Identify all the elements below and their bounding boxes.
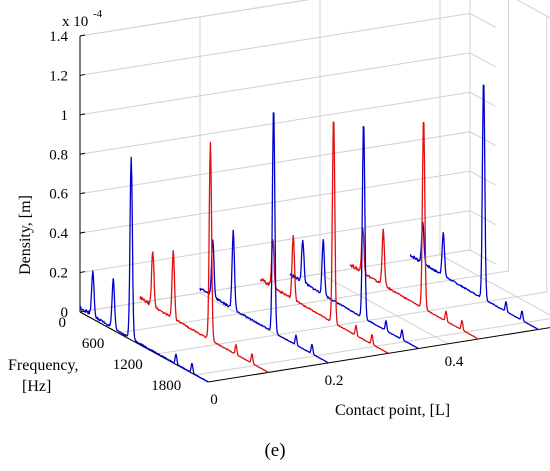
z-tick-mark — [79, 192, 86, 195]
f-gridline — [195, 318, 550, 376]
z-tick-mark — [79, 152, 86, 155]
contact-point-axis-label: Contact point, [L] — [335, 402, 450, 419]
z-gridline — [79, 0, 310, 37]
z-tick-mark — [79, 34, 86, 37]
axis-box — [79, 0, 550, 383]
z-tick-labels: 0 0.2 0.4 0.6 0.8 1 1.2 1.4 — [49, 29, 86, 321]
z-gridline — [79, 12, 496, 76]
z-tick-label: 1.4 — [49, 29, 68, 45]
z-scale-label: x 10 — [62, 14, 88, 30]
z-gridline — [79, 210, 496, 274]
c-gridline — [199, 16, 329, 364]
contact-point-tick-labels: 00.20.40.6 — [210, 354, 464, 408]
series-line — [289, 125, 419, 349]
z-tick-label: 0.2 — [49, 266, 68, 282]
series-line — [199, 112, 329, 364]
series-line — [409, 84, 539, 330]
contact-point-tick-label: 0.4 — [445, 354, 464, 370]
series-lines — [79, 84, 539, 383]
frequency-tick-labels: 0 600 1200 1800 — [59, 315, 182, 394]
z-tick-mark — [79, 271, 86, 274]
frequency-tick-label: 0 — [59, 315, 67, 331]
series-line — [259, 121, 389, 354]
series-line — [349, 121, 479, 340]
z-tick-mark — [79, 231, 86, 234]
panel-label: (e) — [264, 440, 285, 461]
z-tick-mark — [79, 73, 86, 76]
z-tick-label: 0.6 — [49, 187, 68, 203]
f-gridline — [118, 0, 509, 334]
frequency-label-line2: [Hz] — [22, 378, 51, 395]
contact-point-axis-line — [207, 327, 550, 383]
z-tick-label: 1 — [61, 108, 69, 124]
frequency-tick-label: 1800 — [151, 378, 181, 394]
z-tick-label: 0 — [61, 305, 69, 321]
series-line — [139, 141, 269, 373]
contact-point-tick-label: 0 — [210, 392, 218, 408]
z-gridline — [79, 131, 496, 195]
z-tick-label: 0.8 — [49, 147, 68, 163]
c-gridline — [79, 36, 209, 383]
frequency-label-line1: Frequency, — [8, 357, 79, 374]
z-gridline — [79, 52, 496, 116]
z-tick-mark — [79, 113, 86, 116]
contact-point-tick-label: 0.2 — [325, 373, 344, 389]
z-gridline — [79, 249, 496, 313]
series-line — [79, 156, 209, 383]
z-gridline — [79, 170, 496, 234]
f-gridline — [156, 16, 548, 355]
z-scale-exponent: -4 — [93, 8, 103, 20]
frequency-tick-label: 1200 — [113, 357, 143, 373]
z-tick-label: 0.4 — [49, 226, 68, 242]
z-tick-label: 1.2 — [49, 68, 68, 84]
z-axis-label: Density, [m] — [17, 195, 34, 275]
frequency-tick-label: 600 — [82, 336, 105, 352]
c-gridline — [319, 0, 449, 345]
c-gridline — [439, 0, 550, 316]
z-gridline — [79, 91, 496, 155]
